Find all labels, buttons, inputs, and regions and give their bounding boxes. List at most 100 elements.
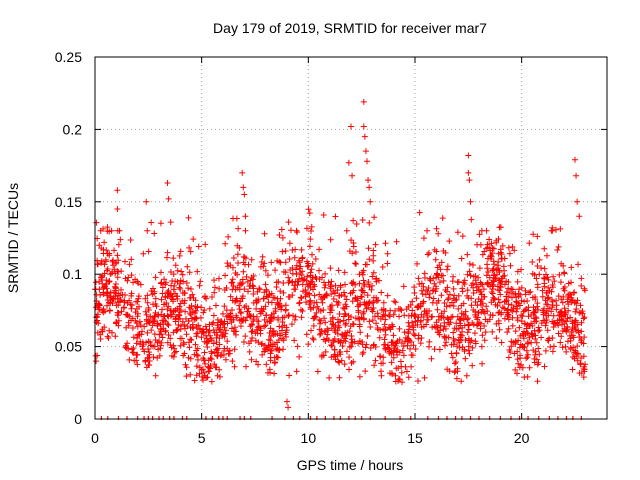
data-point <box>398 363 405 370</box>
data-point <box>519 313 526 320</box>
data-point <box>352 249 359 256</box>
data-point <box>112 333 119 340</box>
data-point <box>378 289 385 296</box>
data-point <box>94 303 101 310</box>
data-point <box>517 341 524 348</box>
data-point <box>128 272 135 279</box>
data-point <box>472 340 479 347</box>
data-point <box>164 312 171 319</box>
data-point <box>293 368 300 375</box>
data-point <box>505 316 512 323</box>
data-point <box>187 355 194 362</box>
data-point <box>456 344 463 351</box>
data-point <box>139 339 146 346</box>
data-point <box>398 307 405 314</box>
data-point <box>481 248 488 255</box>
data-point <box>238 310 245 317</box>
data-point <box>359 287 366 294</box>
data-point <box>323 292 330 299</box>
data-point <box>336 310 343 317</box>
data-point <box>264 272 271 279</box>
data-point <box>566 291 573 298</box>
data-point <box>240 338 247 345</box>
data-point <box>232 331 239 338</box>
data-point <box>248 328 255 335</box>
data-point <box>224 338 231 345</box>
data-point <box>244 308 251 315</box>
data-point <box>240 316 247 323</box>
data-point <box>253 358 260 365</box>
data-point <box>162 328 169 335</box>
data-point <box>152 274 159 281</box>
data-point <box>486 236 493 243</box>
data-point <box>518 266 525 273</box>
data-point <box>311 299 318 306</box>
data-point <box>417 340 424 347</box>
data-point <box>321 284 328 291</box>
data-point <box>206 327 213 334</box>
data-point <box>481 322 488 329</box>
data-point <box>367 324 374 331</box>
data-point <box>161 313 168 320</box>
data-point <box>305 206 312 213</box>
data-point <box>187 336 194 343</box>
data-point <box>438 259 445 266</box>
data-point <box>92 279 99 286</box>
data-point <box>96 286 103 293</box>
data-point <box>556 271 563 278</box>
data-point <box>413 295 420 302</box>
data-point <box>514 314 521 321</box>
data-point <box>113 302 120 309</box>
data-point <box>392 372 399 379</box>
data-point <box>245 305 252 312</box>
data-point <box>421 374 428 381</box>
data-point <box>414 260 421 267</box>
data-point <box>356 301 363 308</box>
data-point <box>387 307 394 314</box>
data-point <box>268 333 275 340</box>
data-point <box>105 299 112 306</box>
data-point <box>578 282 585 289</box>
data-point <box>523 355 530 362</box>
data-point <box>165 287 172 294</box>
data-point <box>348 332 355 339</box>
data-point <box>384 260 391 267</box>
data-point <box>361 133 368 140</box>
data-point <box>569 366 576 373</box>
data-point <box>554 246 561 253</box>
data-point <box>137 281 144 288</box>
data-point <box>146 362 153 369</box>
data-point <box>424 251 431 258</box>
data-point <box>262 281 269 288</box>
data-point <box>144 292 151 299</box>
data-point <box>167 335 174 342</box>
data-point <box>298 295 305 302</box>
data-point <box>96 242 103 249</box>
data-point <box>441 335 448 342</box>
data-point <box>199 328 206 335</box>
data-point <box>420 314 427 321</box>
data-point <box>219 310 226 317</box>
data-point <box>186 244 193 251</box>
data-point <box>479 360 486 367</box>
data-point <box>114 187 121 194</box>
data-point <box>555 293 562 300</box>
data-point <box>515 300 522 307</box>
data-point <box>498 311 505 318</box>
data-point <box>282 248 289 255</box>
data-point <box>429 324 436 331</box>
data-point <box>279 335 286 342</box>
data-point <box>124 340 131 347</box>
data-point <box>183 373 190 380</box>
data-point <box>359 351 366 358</box>
data-point <box>303 225 310 232</box>
data-point <box>440 326 447 333</box>
data-point <box>424 227 431 234</box>
data-point <box>271 294 278 301</box>
data-point <box>185 214 192 221</box>
data-point <box>431 280 438 287</box>
data-point <box>403 368 410 375</box>
data-point <box>512 366 519 373</box>
data-point <box>466 260 473 267</box>
data-point <box>218 352 225 359</box>
